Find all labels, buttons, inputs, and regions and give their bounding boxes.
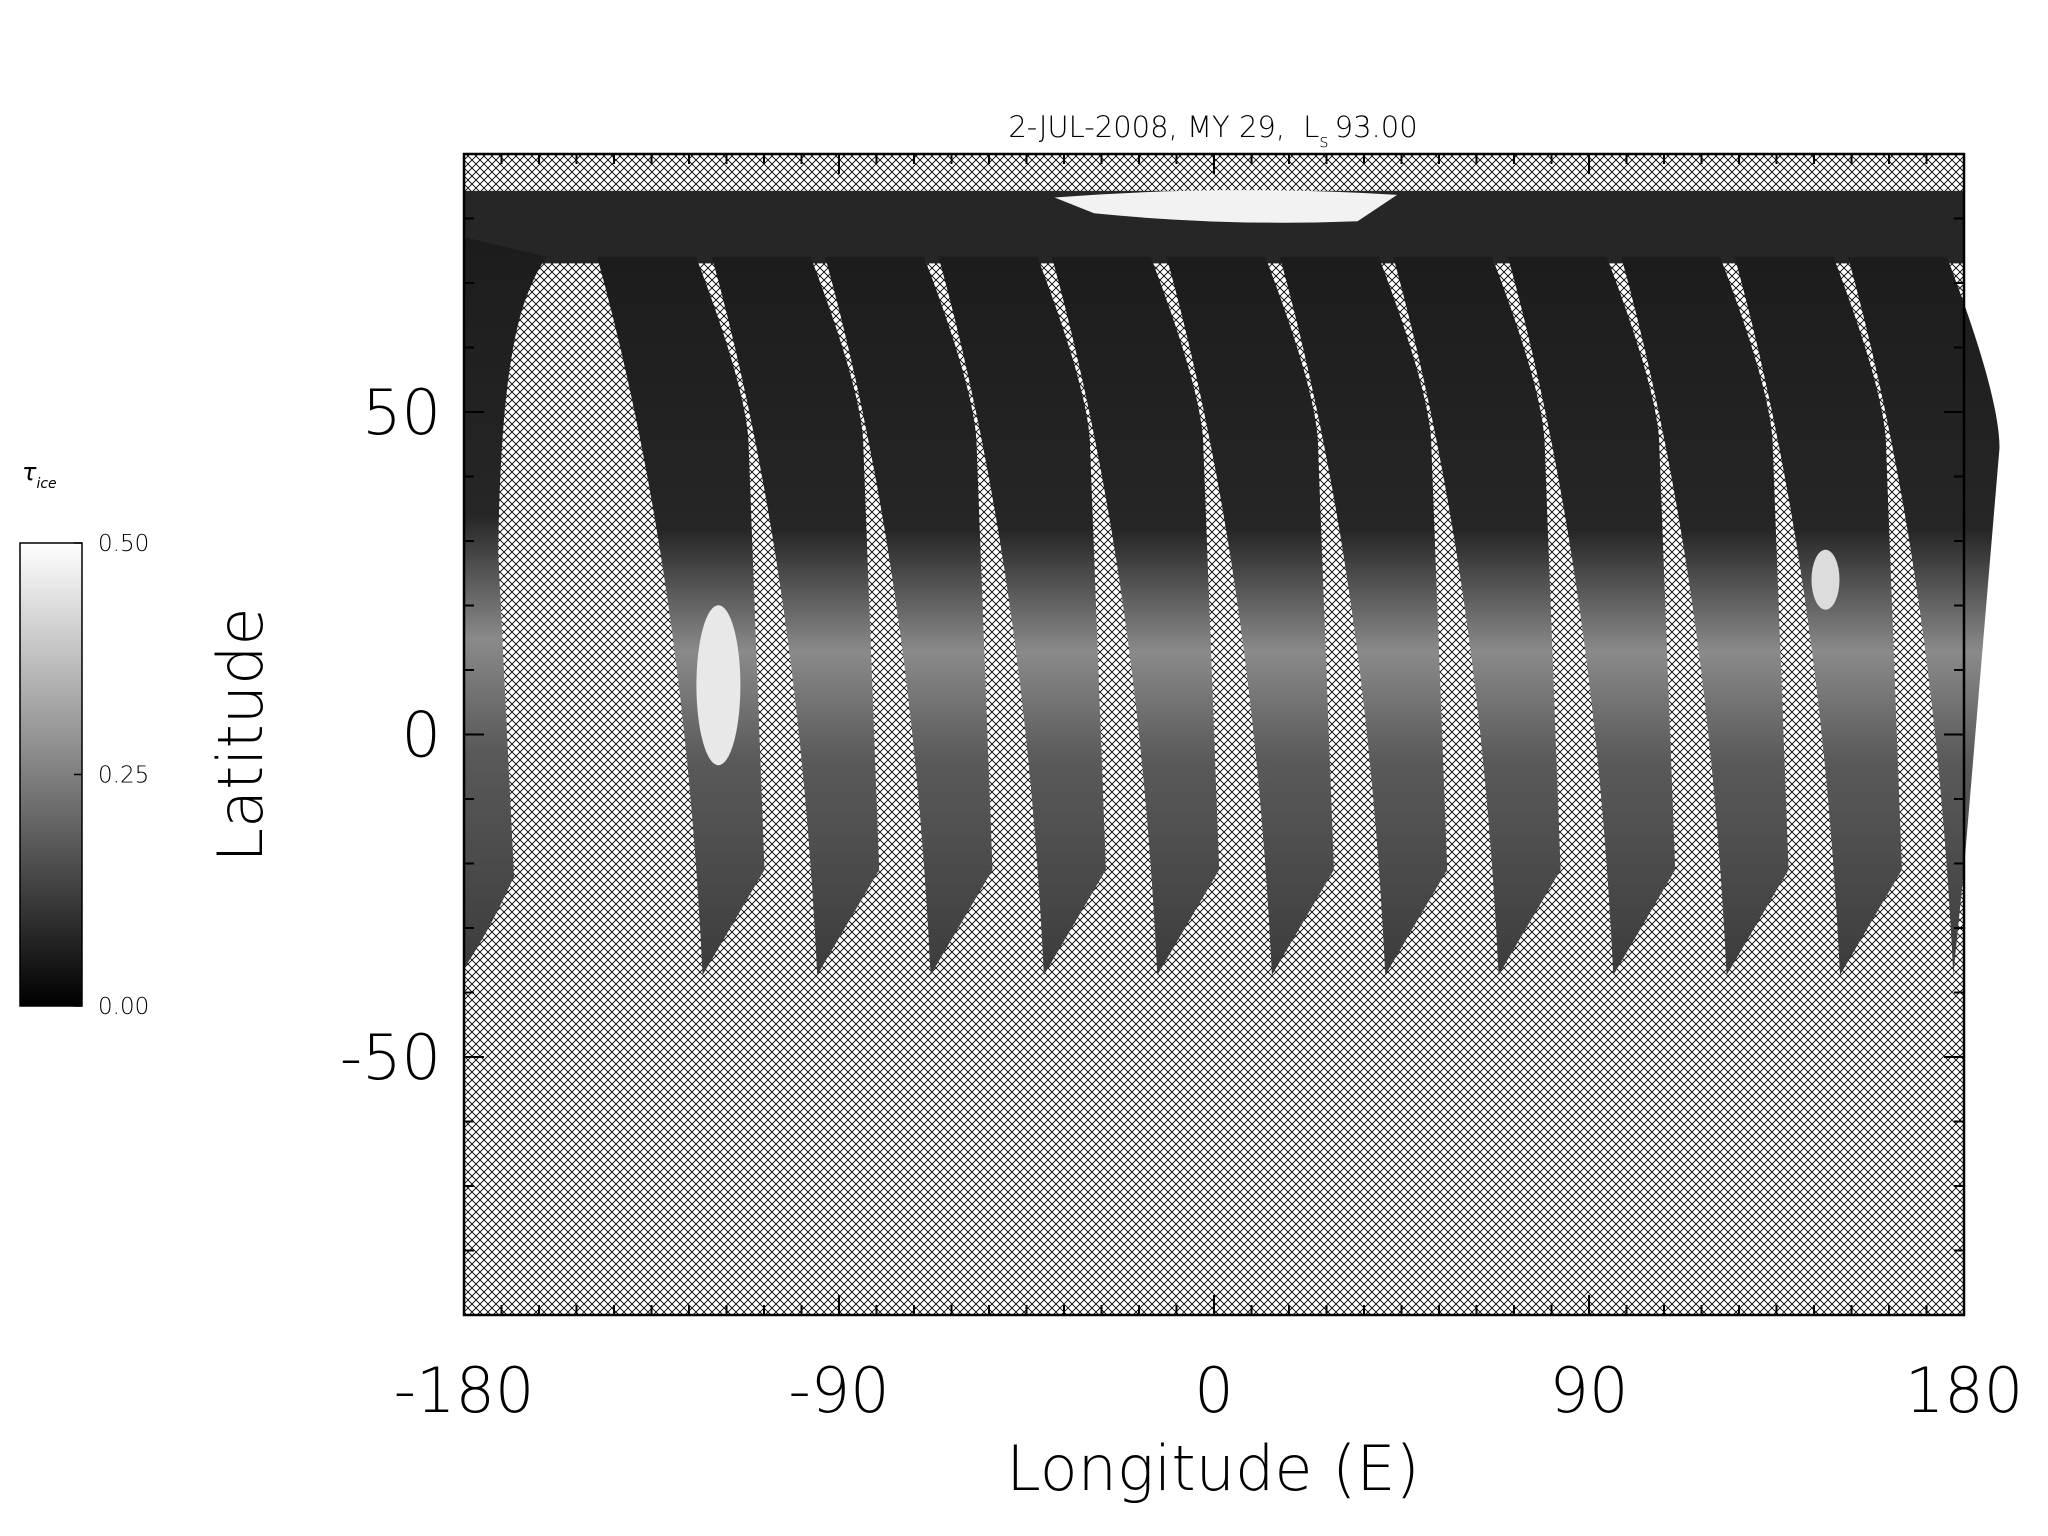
swath — [1507, 256, 1676, 976]
colorbar-tick-label: 0.25 — [98, 763, 149, 789]
swath — [1734, 256, 1902, 976]
x-tick-label: -90 — [788, 1354, 889, 1427]
y-tick-label: -50 — [340, 1021, 441, 1094]
x-tick-label: -180 — [394, 1354, 535, 1427]
x-tick-label: 90 — [1550, 1354, 1629, 1427]
chart-title: 2-JUL-2008, MY 29, Ls 93.00 — [1008, 110, 1417, 152]
y-tick-label: 0 — [402, 699, 441, 772]
colorbar-tick-label: 0.00 — [98, 994, 149, 1020]
swath — [464, 237, 547, 969]
map-image — [464, 154, 2000, 1315]
swath — [711, 256, 880, 976]
swath — [1621, 256, 1789, 976]
title-ls-value: 93.00 — [1335, 110, 1418, 144]
y-tick-label: 50 — [362, 376, 441, 449]
title-ls-subscript: s — [1319, 131, 1328, 152]
cloud — [696, 605, 741, 766]
cloud — [1811, 549, 1840, 610]
swath — [825, 256, 993, 976]
swath — [1051, 256, 1220, 976]
swath — [1279, 256, 1448, 976]
swath — [938, 256, 1106, 976]
swath — [1847, 256, 2000, 976]
colorbar-label-symbol: τ — [22, 458, 37, 486]
swath — [1393, 256, 1561, 976]
title-date: 2-JUL-2008, MY 29, — [1008, 110, 1285, 144]
swath — [1166, 256, 1334, 976]
colorbar-tick-label: 0.50 — [98, 531, 149, 557]
polar-cap — [1054, 190, 1398, 223]
swath — [597, 256, 765, 976]
x-axis-label: Longitude (E) — [1006, 1432, 1419, 1505]
colorbar-label-subscript: ice — [36, 476, 56, 492]
colorbar-label: τice — [22, 458, 57, 492]
x-tick-label: 0 — [1194, 1354, 1233, 1427]
x-tick-label: 180 — [1905, 1354, 2023, 1427]
title-ls-symbol: L — [1303, 110, 1319, 144]
swath — [464, 190, 1964, 264]
colorbar — [19, 542, 83, 1007]
y-axis-label: Latitude — [204, 607, 277, 862]
